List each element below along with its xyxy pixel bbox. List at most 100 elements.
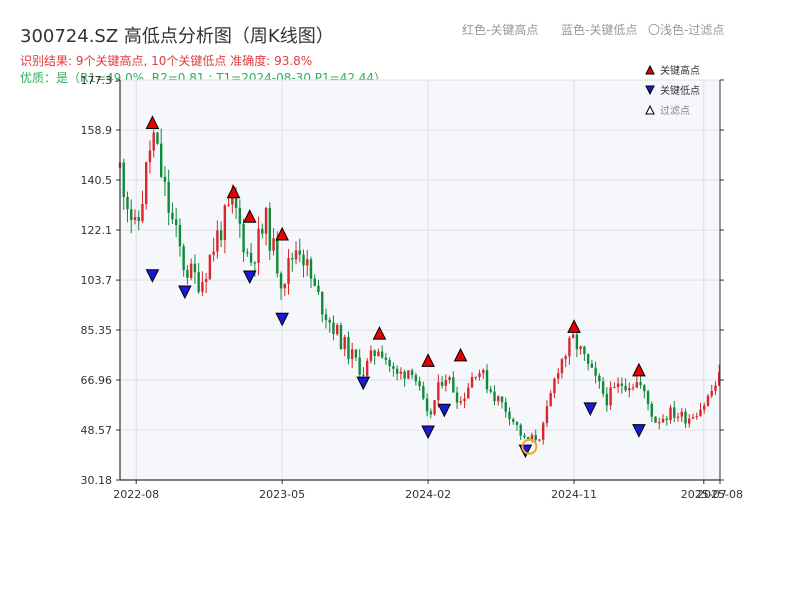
candle-body <box>594 367 597 376</box>
candle-body <box>414 375 418 382</box>
candle-body <box>654 416 657 423</box>
candle-body <box>676 416 680 418</box>
candle-body <box>598 375 601 382</box>
candle-body <box>242 223 245 253</box>
x-tick-label: 2023-05 <box>259 488 305 501</box>
candle-body <box>156 132 159 144</box>
legend-light-note: 〇浅色-过滤点 <box>648 23 725 37</box>
candle-body <box>264 207 268 234</box>
candle-body <box>706 395 710 406</box>
key-high-marker <box>242 209 257 223</box>
legend-red-note: 红色-关键高点 <box>462 23 539 37</box>
candle-body <box>328 319 331 323</box>
y-tick-label: 140.5 <box>81 174 113 187</box>
candle-body <box>541 423 545 440</box>
candle-body <box>463 398 466 402</box>
candle-body <box>425 398 429 412</box>
key-high-marker <box>567 319 581 333</box>
candle-body <box>474 376 477 378</box>
candle-body <box>324 314 328 320</box>
filtered-point-marker <box>521 438 538 455</box>
candle-body <box>564 356 567 360</box>
candle-body <box>639 382 642 386</box>
candle-body <box>130 209 133 220</box>
candle-body <box>643 385 646 392</box>
candle-body <box>616 383 620 388</box>
x-tick-label: 2025-08 <box>697 488 743 501</box>
candle-body <box>294 250 298 260</box>
candle-body <box>710 390 713 396</box>
candle-body <box>422 386 425 399</box>
candle-body <box>395 368 399 374</box>
candle-body <box>137 217 140 222</box>
candle-body <box>631 387 635 389</box>
candle-body <box>628 387 631 391</box>
candle-body <box>646 391 650 404</box>
candle-body <box>613 387 616 389</box>
candle-body <box>249 252 253 263</box>
candle-body <box>665 418 668 421</box>
candle-body <box>433 400 436 415</box>
recognition-result: 识别结果: 9个关键高点, 10个关键低点 准确度: 93.8% <box>20 54 313 68</box>
candle-body <box>482 370 485 374</box>
candle-body <box>298 250 301 255</box>
candle-body <box>718 372 721 386</box>
key-low-marker <box>178 285 192 300</box>
candle-body <box>186 269 189 278</box>
key-low-marker <box>437 403 452 418</box>
candle-body <box>126 197 129 210</box>
candle-body <box>365 360 369 376</box>
candle-body <box>620 383 624 386</box>
candle-body <box>159 143 163 177</box>
candle-body <box>673 407 676 418</box>
candle-body <box>174 219 178 226</box>
key-low-marker <box>275 312 289 327</box>
candle-body <box>703 405 706 410</box>
axes: 177.3 158.9 140.5 122.1 103.7 85.35 66.96 48.57… <box>81 74 743 501</box>
candle-body <box>189 263 193 278</box>
candle-body <box>635 382 639 388</box>
candle-body <box>444 380 448 386</box>
candle-body <box>489 389 492 392</box>
candle-body <box>485 370 489 390</box>
candle-body <box>437 382 440 401</box>
candle-body <box>560 359 564 374</box>
legend-low-label: 关键低点 <box>660 84 700 97</box>
candle-body <box>467 387 470 399</box>
candle-body <box>658 422 661 424</box>
chart-title: 300724.SZ 高低点分析图（周K线图） <box>20 26 334 47</box>
candles <box>118 118 721 445</box>
key-high-marker <box>421 353 435 367</box>
candle-body <box>317 285 320 292</box>
candle-body <box>530 435 534 441</box>
candle-body <box>384 357 388 360</box>
y-tick-label: 66.96 <box>81 374 113 387</box>
candle-body <box>336 324 339 335</box>
candle-body <box>583 346 586 355</box>
candle-body <box>410 370 414 376</box>
candle-body <box>332 322 335 335</box>
candle-body <box>257 228 260 264</box>
key-high-marker <box>453 347 468 362</box>
candle-body <box>508 411 511 420</box>
candle-body <box>556 373 560 379</box>
candle-body <box>575 334 579 350</box>
candle-body <box>399 371 403 374</box>
candle-body <box>219 230 223 241</box>
candle-body <box>302 254 305 266</box>
key-low-marker <box>421 425 435 440</box>
candle-body <box>276 238 279 274</box>
markers <box>145 115 646 459</box>
candle-body <box>601 381 605 394</box>
candle-body <box>347 336 350 360</box>
candle-body <box>369 350 373 361</box>
candle-body <box>470 377 474 388</box>
candle-body <box>238 207 242 224</box>
candle-body <box>313 278 316 286</box>
x-tick-label: 2024-11 <box>551 488 597 501</box>
candle-body <box>141 203 144 222</box>
candle-body <box>459 401 463 403</box>
key-high-marker <box>632 362 646 377</box>
candle-body <box>448 377 451 381</box>
